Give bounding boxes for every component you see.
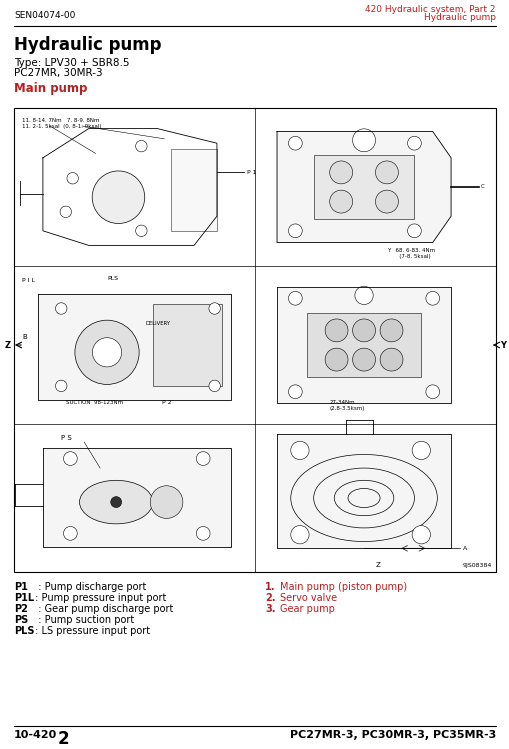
Text: 1.: 1. bbox=[265, 582, 275, 592]
Text: Z: Z bbox=[376, 562, 380, 568]
Text: B: B bbox=[22, 334, 27, 340]
Polygon shape bbox=[277, 287, 451, 404]
Text: 420 Hydraulic system, Part 2: 420 Hydraulic system, Part 2 bbox=[365, 5, 496, 14]
Text: SUCTION  98-123Nm: SUCTION 98-123Nm bbox=[66, 401, 123, 405]
Circle shape bbox=[209, 380, 220, 392]
Circle shape bbox=[60, 206, 72, 217]
Circle shape bbox=[325, 319, 348, 342]
Polygon shape bbox=[277, 434, 451, 548]
Circle shape bbox=[135, 225, 147, 237]
Text: Hydraulic pump: Hydraulic pump bbox=[14, 36, 161, 54]
Circle shape bbox=[196, 452, 210, 465]
Text: 2: 2 bbox=[58, 730, 70, 748]
Circle shape bbox=[55, 303, 67, 315]
Text: : Pump pressure input port: : Pump pressure input port bbox=[32, 593, 166, 603]
Bar bbox=[14, 108, 496, 572]
Text: : LS pressure input port: : LS pressure input port bbox=[32, 626, 150, 636]
Circle shape bbox=[426, 291, 440, 305]
Circle shape bbox=[289, 291, 302, 305]
Text: P1L: P1L bbox=[14, 593, 34, 603]
Circle shape bbox=[150, 486, 183, 518]
Circle shape bbox=[209, 303, 220, 315]
Text: Type: LPV30 + SBR8.5: Type: LPV30 + SBR8.5 bbox=[14, 58, 129, 68]
Circle shape bbox=[412, 441, 431, 460]
Text: P 2: P 2 bbox=[162, 401, 172, 405]
Circle shape bbox=[408, 224, 421, 237]
Polygon shape bbox=[277, 132, 451, 243]
Circle shape bbox=[330, 190, 353, 213]
Circle shape bbox=[376, 190, 399, 213]
Circle shape bbox=[291, 441, 309, 460]
Text: : Pump suction port: : Pump suction port bbox=[32, 615, 134, 625]
Text: 9JS08384: 9JS08384 bbox=[463, 563, 492, 568]
Circle shape bbox=[380, 319, 403, 342]
Text: C: C bbox=[481, 184, 485, 189]
Text: Z: Z bbox=[5, 341, 11, 350]
Text: PLS: PLS bbox=[14, 626, 35, 636]
Text: : Pump discharge port: : Pump discharge port bbox=[32, 582, 147, 592]
Text: PS: PS bbox=[14, 615, 29, 625]
Circle shape bbox=[289, 224, 302, 237]
Text: DELIVERY: DELIVERY bbox=[146, 321, 171, 326]
Text: SEN04074-00: SEN04074-00 bbox=[14, 11, 75, 20]
Circle shape bbox=[64, 527, 77, 540]
Circle shape bbox=[355, 286, 373, 305]
Text: Y   68. 6-83. 4Nm
       (7-8. 5ksal): Y 68. 6-83. 4Nm (7-8. 5ksal) bbox=[387, 249, 435, 259]
Text: P1: P1 bbox=[14, 582, 28, 592]
Circle shape bbox=[353, 348, 376, 371]
Circle shape bbox=[289, 385, 302, 398]
Circle shape bbox=[412, 526, 431, 544]
Circle shape bbox=[291, 526, 309, 544]
Ellipse shape bbox=[79, 480, 153, 524]
Text: Servo valve: Servo valve bbox=[280, 593, 337, 603]
Circle shape bbox=[64, 452, 77, 465]
Text: 27-34Nm
(2.8-3.5ksm): 27-34Nm (2.8-3.5ksm) bbox=[330, 401, 365, 411]
Circle shape bbox=[376, 161, 399, 184]
Text: P I L: P I L bbox=[22, 278, 35, 283]
Circle shape bbox=[92, 171, 145, 223]
Text: Main pump (piston pump): Main pump (piston pump) bbox=[280, 582, 407, 592]
Circle shape bbox=[330, 161, 353, 184]
Circle shape bbox=[111, 497, 122, 508]
Circle shape bbox=[67, 172, 78, 184]
Text: Main pump: Main pump bbox=[14, 82, 88, 95]
Circle shape bbox=[408, 136, 421, 150]
Circle shape bbox=[135, 140, 147, 152]
Text: P 1: P 1 bbox=[247, 170, 256, 175]
Bar bbox=[171, 149, 217, 231]
Text: 3.: 3. bbox=[265, 604, 275, 614]
Text: PC27MR-3, PC30MR-3, PC35MR-3: PC27MR-3, PC30MR-3, PC35MR-3 bbox=[290, 730, 496, 740]
Bar bbox=[153, 304, 221, 386]
Circle shape bbox=[353, 319, 376, 342]
Circle shape bbox=[426, 385, 440, 398]
Circle shape bbox=[55, 380, 67, 392]
Circle shape bbox=[325, 348, 348, 371]
Bar bbox=[307, 313, 421, 377]
Circle shape bbox=[75, 320, 139, 384]
Circle shape bbox=[380, 348, 403, 371]
Polygon shape bbox=[43, 448, 231, 547]
Circle shape bbox=[196, 527, 210, 540]
Polygon shape bbox=[38, 294, 231, 401]
Circle shape bbox=[353, 129, 376, 152]
Text: P S: P S bbox=[61, 435, 72, 441]
Text: P2: P2 bbox=[14, 604, 28, 614]
Text: PLS: PLS bbox=[107, 276, 118, 281]
Text: A: A bbox=[463, 546, 467, 551]
Circle shape bbox=[93, 338, 122, 367]
Text: Gear pump: Gear pump bbox=[280, 604, 335, 614]
Text: Y: Y bbox=[500, 341, 506, 350]
Text: Hydraulic pump: Hydraulic pump bbox=[424, 13, 496, 22]
Text: PC27MR, 30MR-3: PC27MR, 30MR-3 bbox=[14, 68, 103, 78]
Text: 2.: 2. bbox=[265, 593, 275, 603]
Bar bbox=[314, 155, 414, 219]
Circle shape bbox=[289, 136, 302, 150]
Text: 11. 8-14. 7Nm   7. 8-9. 8Nm
11. 2-1. 5ksal  (0. 8-1. 0ksal): 11. 8-14. 7Nm 7. 8-9. 8Nm 11. 2-1. 5ksal… bbox=[22, 118, 101, 129]
Text: : Gear pump discharge port: : Gear pump discharge port bbox=[32, 604, 174, 614]
Text: 10-420: 10-420 bbox=[14, 730, 57, 740]
